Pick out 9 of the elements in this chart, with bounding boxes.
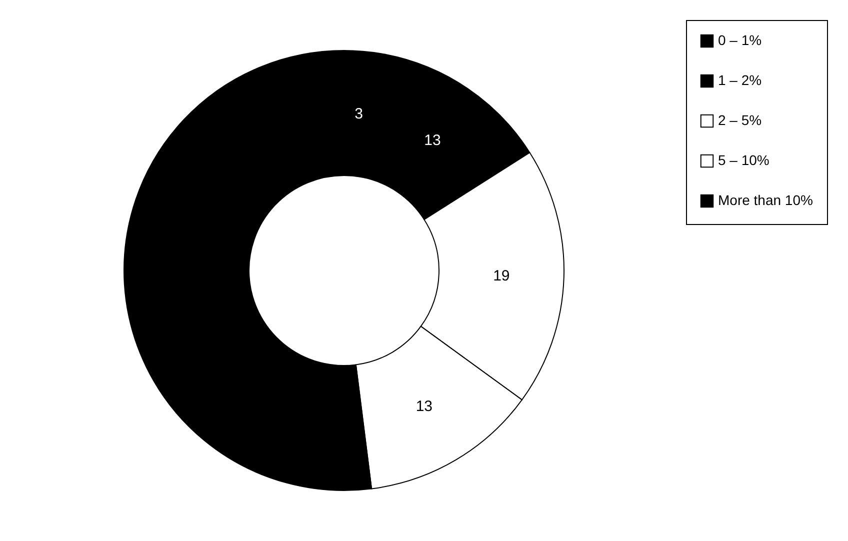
legend-label: 0 – 1% [718,32,762,48]
legend-label: 2 – 5% [718,112,762,128]
legend-label: 5 – 10% [718,152,770,168]
data-label: 19 [493,267,510,284]
data-label: 13 [416,398,433,416]
legend-label: 1 – 2% [718,72,762,88]
data-label: 13 [424,132,441,150]
data-label: 3 [354,106,363,123]
legend-label: More than 10% [718,192,813,208]
